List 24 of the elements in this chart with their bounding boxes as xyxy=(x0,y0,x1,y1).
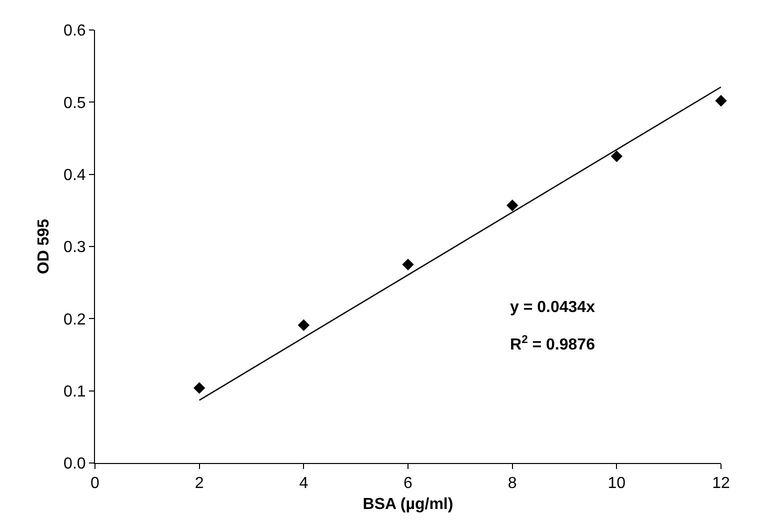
y-tick-label: 0.1 xyxy=(64,383,86,400)
x-tick-label: 0 xyxy=(90,475,100,492)
y-tick-label: 0.4 xyxy=(64,166,86,184)
y-tick-label: 0.0 xyxy=(64,456,86,473)
x-axis-title: BSA (µg/ml) xyxy=(362,496,454,513)
point xyxy=(506,200,518,212)
y-tick-label: 0.6 xyxy=(64,22,86,40)
x-tick-label: 4 xyxy=(299,475,308,492)
annotation: R$^{2}$ = 0.9876 xyxy=(510,334,596,354)
annotation: y = 0.0434x xyxy=(510,299,596,316)
point xyxy=(715,94,727,107)
point xyxy=(298,319,310,332)
y-tick-label: 0.5 xyxy=(64,94,86,112)
y-axis-title: OD 595 xyxy=(35,218,52,274)
point xyxy=(193,382,206,394)
y-tick-label: 0.2 xyxy=(64,311,86,328)
x-tick-label: 8 xyxy=(508,475,517,492)
point xyxy=(610,150,623,162)
x-tick-label: 6 xyxy=(404,475,413,492)
y-tick-label: 0.3 xyxy=(64,239,86,256)
point xyxy=(402,258,414,270)
x-tick-label: 2 xyxy=(194,475,204,492)
x-tick-label: 10 xyxy=(608,475,626,492)
x-tick-label: 12 xyxy=(712,475,730,492)
